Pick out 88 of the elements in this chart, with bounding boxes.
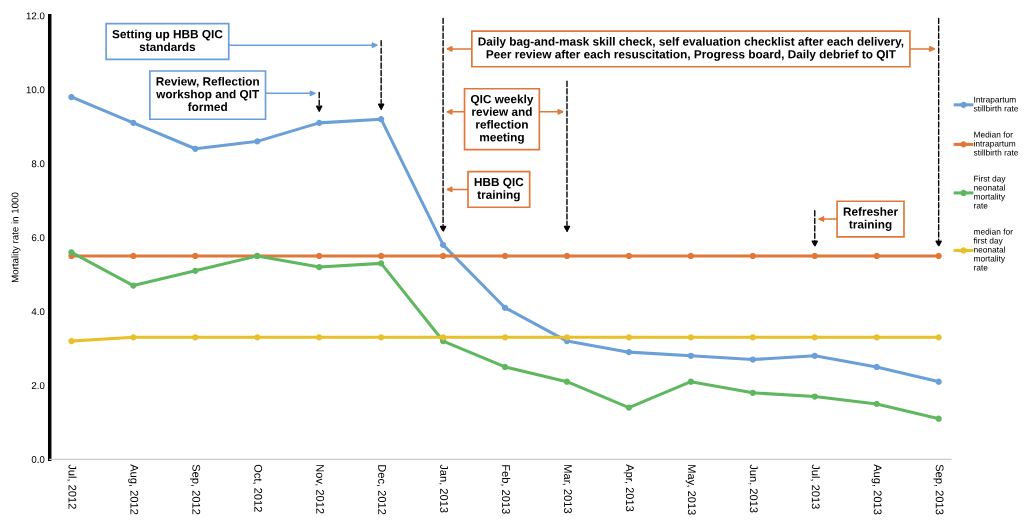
point	[811, 334, 818, 341]
point	[378, 334, 385, 341]
legend-label: Intrapartum stillbirth rate	[973, 96, 1019, 112]
point	[873, 363, 880, 371]
point	[687, 378, 694, 385]
point	[192, 252, 199, 260]
x-tick-label: Aug, 2013	[871, 464, 882, 515]
point	[68, 93, 75, 101]
point	[625, 334, 633, 341]
point	[749, 389, 756, 396]
annotation: HBB QIC training	[474, 177, 524, 202]
annotation: Daily bag-and-mask skill check, self evaluation checklist after each delivery, Peer review after each resuscitation, Progress board, Daily debrief to QIT	[478, 37, 904, 61]
point	[501, 252, 509, 260]
point	[316, 334, 323, 341]
point	[68, 249, 75, 256]
point	[563, 334, 571, 341]
x-tick-label: Mar, 2013	[562, 465, 572, 514]
point	[935, 252, 942, 260]
point	[749, 356, 756, 363]
x-tick-label: Dec, 2012	[376, 465, 387, 515]
point	[130, 119, 137, 127]
point	[687, 252, 694, 260]
x-tick-label: Feb, 2013	[500, 465, 511, 514]
point	[563, 252, 571, 260]
x-tick-label: Sep, 2013	[933, 464, 944, 515]
y-tick-label: 12.0	[26, 12, 45, 20]
point	[130, 334, 137, 341]
point	[811, 252, 818, 260]
point	[439, 252, 447, 260]
y-tick-label: 8.0	[31, 160, 45, 168]
point	[130, 282, 137, 289]
point	[316, 252, 323, 260]
y-tick-label: 6.0	[31, 234, 45, 242]
point	[378, 252, 385, 260]
point	[501, 363, 509, 371]
x-tick-label: Jun, 2013	[748, 464, 758, 513]
legend-label: Median for intrapartum stillbirth rate	[973, 131, 1019, 156]
point	[625, 252, 633, 260]
point	[749, 252, 756, 260]
y-tick-label: 0.0	[31, 456, 45, 463]
annotation: QIC weekly review and reflection meeting	[470, 94, 534, 144]
point	[873, 252, 880, 260]
legend-label: First day neonatal mortality rate	[974, 175, 1006, 209]
point	[687, 334, 694, 341]
point	[625, 404, 633, 411]
point	[563, 378, 571, 385]
x-tick-label: Nov, 2012	[314, 465, 325, 514]
x-tick-label: Oct, 2012	[252, 464, 263, 512]
x-tick-label: Sep, 2012	[190, 464, 201, 515]
point	[935, 378, 942, 385]
x-tick-label: May, 2013	[685, 465, 696, 515]
point	[316, 263, 323, 271]
point	[378, 260, 385, 267]
point	[501, 334, 509, 341]
annotation: Refresher training	[843, 207, 898, 231]
point	[68, 337, 75, 345]
point	[254, 138, 261, 145]
x-tick-label: Aug, 2012	[128, 464, 139, 515]
point	[192, 145, 199, 152]
y-axis-title: Mortality rate in 1000	[11, 192, 21, 283]
point	[316, 119, 323, 127]
point	[192, 267, 199, 274]
point	[625, 349, 633, 356]
y-tick-label: 2.0	[31, 382, 45, 390]
point	[873, 334, 880, 341]
annotation: Review, Reflection workshop and QIT formed	[156, 76, 260, 112]
point	[935, 415, 942, 422]
y-tick-label: 4.0	[31, 308, 45, 316]
x-tick-label: Jul, 2012	[67, 464, 77, 509]
point	[935, 334, 942, 341]
point	[378, 116, 385, 123]
point	[501, 304, 509, 311]
point	[130, 252, 137, 260]
y-tick-label: 10.0	[26, 86, 45, 94]
point	[687, 352, 694, 359]
x-tick-label: Jan, 2013	[438, 464, 448, 513]
point	[439, 334, 447, 341]
point	[873, 400, 880, 408]
point	[749, 334, 756, 341]
point	[811, 352, 818, 359]
point	[192, 334, 199, 341]
point	[811, 393, 818, 400]
point	[254, 334, 261, 341]
x-tick-label: Jul, 2013	[810, 464, 820, 509]
annotation: Setting up HBB QIC standards	[112, 29, 223, 52]
point	[439, 241, 447, 249]
x-tick-label: Apr, 2013	[623, 464, 634, 512]
legend-label: median for first day neonatal mortality rate	[973, 228, 1013, 271]
